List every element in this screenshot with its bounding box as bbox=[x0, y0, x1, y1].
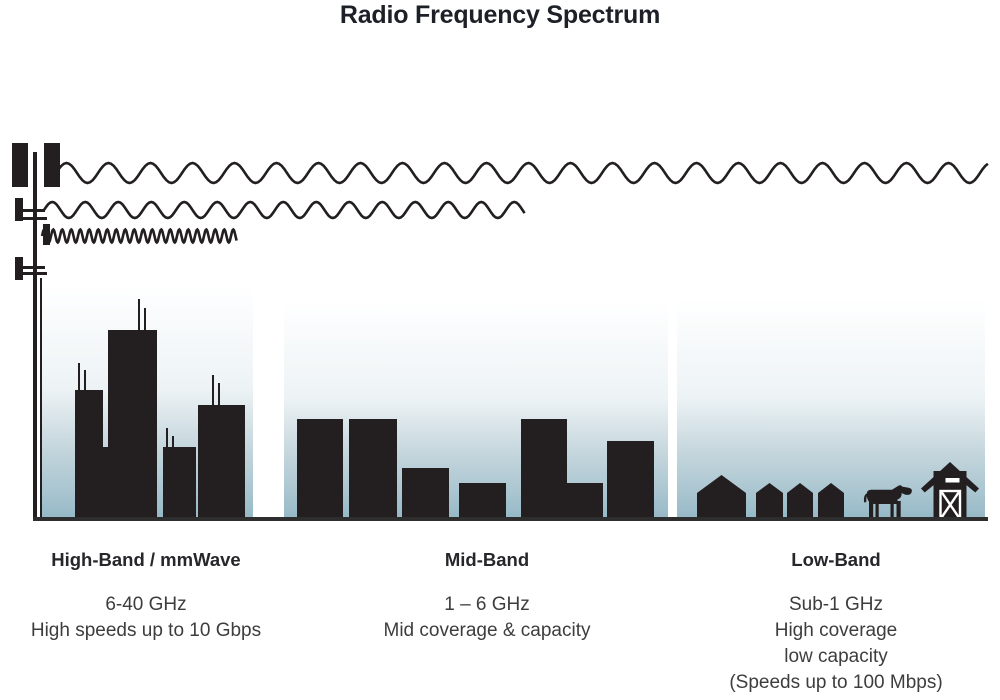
skyscraper bbox=[198, 405, 245, 518]
barn-icon bbox=[921, 462, 979, 520]
sky-gradient-mid-band bbox=[284, 300, 668, 518]
ground-line bbox=[33, 517, 988, 521]
page-title: Radio Frequency Spectrum bbox=[339, 1, 661, 29]
cell-tower-antenna-panel-left bbox=[12, 143, 28, 187]
band-desc-line: High speeds up to 10 Gbps bbox=[30, 620, 262, 641]
band-desc-line: Mid coverage & capacity bbox=[383, 620, 591, 641]
band-label-mid: Mid-Band bbox=[444, 549, 530, 570]
skyscraper bbox=[75, 390, 103, 518]
band-desc-line: Sub-1 GHz bbox=[789, 594, 883, 615]
mid-rise-building bbox=[297, 419, 343, 518]
skyscraper-low-block bbox=[100, 447, 110, 518]
mid-rise-building bbox=[349, 419, 397, 518]
band-desc-line: low capacity bbox=[784, 646, 888, 667]
high-band-wave bbox=[40, 227, 238, 245]
cell-tower-support-pole bbox=[40, 278, 42, 518]
skyscraper-short bbox=[163, 447, 196, 518]
cell-tower-antenna-small bbox=[43, 224, 50, 245]
low-band-wave bbox=[54, 161, 989, 185]
band-label-high: High-Band / mmWave bbox=[51, 549, 241, 570]
rooftop-antenna bbox=[166, 428, 168, 447]
cell-tower-crossbar bbox=[16, 209, 45, 212]
rooftop-antenna bbox=[78, 363, 80, 390]
band-desc-line: High coverage bbox=[774, 620, 898, 641]
band-label-low: Low-Band bbox=[791, 549, 881, 570]
cell-tower-crossbar bbox=[16, 217, 47, 220]
cell-tower-antenna-panel-right bbox=[44, 143, 60, 187]
rooftop-antenna bbox=[138, 299, 140, 330]
mid-rise-building bbox=[607, 441, 654, 518]
mid-rise-building bbox=[459, 483, 506, 518]
mid-band-wave bbox=[42, 200, 526, 220]
mid-rise-building-annex bbox=[567, 483, 603, 518]
rooftop-antenna bbox=[172, 436, 174, 447]
rooftop-antenna bbox=[218, 383, 220, 405]
band-desc-high: 6-40 GHz High speeds up to 10 Gbps bbox=[6, 592, 286, 644]
band-desc-low: Sub-1 GHz High coverage low capacity (Sp… bbox=[696, 592, 976, 696]
cell-tower-crossbar bbox=[16, 272, 47, 275]
band-desc-line: 6-40 GHz bbox=[105, 594, 187, 615]
band-desc-line: 1 – 6 GHz bbox=[444, 594, 530, 615]
band-desc-line: (Speeds up to 100 Mbps) bbox=[729, 672, 943, 693]
rooftop-antenna bbox=[84, 370, 86, 390]
cell-tower-pole bbox=[33, 152, 37, 518]
skyscraper-tall bbox=[108, 330, 157, 518]
mid-rise-building bbox=[402, 468, 449, 518]
rooftop-antenna bbox=[144, 308, 146, 330]
band-desc-mid: 1 – 6 GHz Mid coverage & capacity bbox=[347, 592, 627, 644]
rooftop-antenna bbox=[212, 375, 214, 405]
mid-rise-building bbox=[521, 419, 567, 518]
cow-icon bbox=[863, 485, 912, 519]
cell-tower-crossbar bbox=[16, 266, 45, 269]
